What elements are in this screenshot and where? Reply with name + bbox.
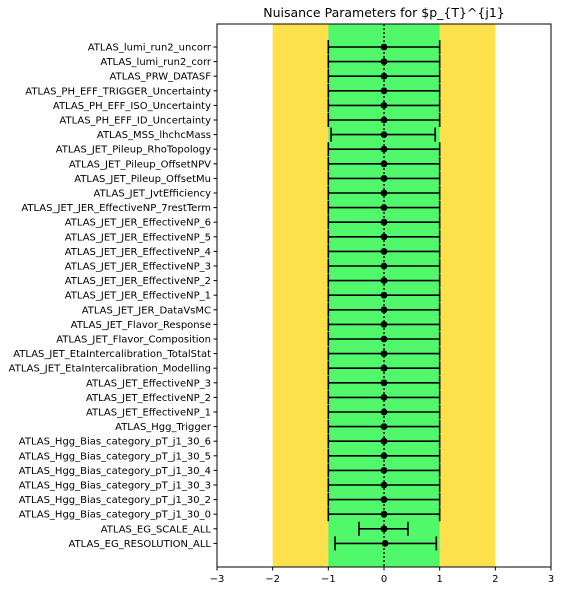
parameter-label: ATLAS_JET_JER_EffectiveNP_3	[65, 262, 211, 273]
data-point	[381, 467, 388, 474]
parameter-label: ATLAS_lumi_run2_uncorr	[88, 43, 212, 54]
data-point	[381, 409, 388, 416]
x-tick-label: 3	[548, 574, 554, 585]
data-point	[381, 438, 388, 445]
parameter-label: ATLAS_JET_JER_EffectiveNP_4	[65, 247, 211, 258]
parameter-label: ATLAS_JET_JER_EffectiveNP_6	[65, 218, 211, 229]
data-point	[381, 58, 388, 65]
data-point	[381, 117, 388, 124]
parameter-label: ATLAS_PRW_DATASF	[110, 72, 212, 83]
x-tick-label: −1	[321, 574, 336, 585]
parameter-label: ATLAS_JET_EffectiveNP_2	[86, 393, 211, 404]
parameter-label: ATLAS_Hgg_Bias_category_pT_j1_30_6	[19, 437, 211, 448]
x-tick-label: −3	[210, 574, 225, 585]
data-point	[381, 87, 388, 94]
data-point	[381, 248, 388, 255]
data-point	[381, 233, 388, 240]
parameter-label: ATLAS_JET_Pileup_OffsetMu	[74, 174, 211, 185]
parameter-label: ATLAS_EG_RESOLUTION_ALL	[69, 539, 212, 550]
parameter-label: ATLAS_JET_EtaIntercalibration_Modelling	[9, 364, 211, 375]
parameter-label: ATLAS_JET_Pileup_OffsetNPV	[69, 159, 211, 170]
data-point	[381, 452, 388, 459]
parameter-label: ATLAS_JET_JER_EffectiveNP_5	[65, 232, 211, 243]
x-tick-label: 2	[492, 574, 498, 585]
parameter-label: ATLAS_JET_EtaIntercalibration_TotalStat	[13, 349, 211, 360]
parameter-label: ATLAS_JET_Flavor_Composition	[56, 335, 211, 346]
parameter-label: ATLAS_PH_EFF_ID_Uncertainty	[59, 116, 211, 127]
parameter-label: ATLAS_JET_EffectiveNP_3	[86, 378, 211, 389]
data-point	[381, 350, 388, 357]
parameter-label: ATLAS_MSS_lhchcMass	[97, 130, 211, 141]
data-point	[381, 131, 388, 138]
parameter-label: ATLAS_JET_JER_DataVsMC	[82, 305, 211, 316]
x-tick-label: 0	[381, 574, 387, 585]
data-point	[381, 336, 388, 343]
data-point	[381, 292, 388, 299]
data-point	[381, 175, 388, 182]
parameter-label: ATLAS_JET_JER_EffectiveNP_2	[65, 276, 211, 287]
data-point	[381, 204, 388, 211]
data-point	[381, 496, 388, 503]
data-point	[382, 540, 389, 547]
parameter-label: ATLAS_Hgg_Bias_category_pT_j1_30_4	[19, 466, 211, 477]
data-point	[381, 219, 388, 226]
data-point	[381, 160, 388, 167]
parameter-label: ATLAS_Hgg_Bias_category_pT_j1_30_5	[19, 451, 211, 462]
data-point	[381, 511, 388, 518]
data-point	[381, 102, 388, 109]
data-point	[381, 525, 388, 532]
data-point	[381, 146, 388, 153]
parameter-label: ATLAS_JET_Flavor_Response	[71, 320, 211, 331]
x-axis-ticks: −3 −2 −1 0 1 2 3	[210, 567, 555, 585]
data-point	[381, 321, 388, 328]
data-point	[381, 379, 388, 386]
parameter-label: ATLAS_Hgg_Bias_category_pT_j1_30_0	[19, 510, 211, 521]
data-point	[381, 423, 388, 430]
parameter-label: ATLAS_JET_JER_EffectiveNP_7restTerm	[21, 203, 211, 214]
chart-title: Nuisance Parameters for $p_{T}^{j1}	[263, 5, 505, 20]
x-tick-label: 1	[436, 574, 442, 585]
parameter-label: ATLAS_JET_JER_EffectiveNP_1	[65, 291, 211, 302]
parameter-label: ATLAS_EG_SCALE_ALL	[101, 524, 212, 535]
parameter-labels: ATLAS_lumi_run2_uncorr ATLAS_lumi_run2_co…	[9, 43, 217, 550]
data-point	[381, 73, 388, 80]
data-point	[381, 277, 388, 284]
data-point	[381, 306, 388, 313]
parameter-label: ATLAS_JET_EffectiveNP_1	[86, 408, 211, 419]
parameter-label: ATLAS_JET_Pileup_RhoTopology	[56, 145, 211, 156]
parameter-label: ATLAS_PH_EFF_ISO_Uncertainty	[53, 101, 211, 112]
x-tick-label: −2	[265, 574, 280, 585]
data-point	[381, 365, 388, 372]
parameter-label: ATLAS_PH_EFF_TRIGGER_Uncertainty	[25, 86, 211, 97]
parameter-label: ATLAS_Hgg_Trigger	[115, 422, 212, 433]
data-point	[381, 263, 388, 270]
data-point	[381, 394, 388, 401]
parameter-label: ATLAS_Hgg_Bias_category_pT_j1_30_2	[19, 495, 211, 506]
parameter-label: ATLAS_lumi_run2_corr	[100, 57, 211, 68]
parameter-label: ATLAS_Hgg_Bias_category_pT_j1_30_3	[19, 481, 211, 492]
parameter-label: ATLAS_JET_JvtEfficiency	[94, 189, 212, 200]
data-point	[381, 44, 388, 51]
data-point	[381, 190, 388, 197]
data-point	[381, 482, 388, 489]
